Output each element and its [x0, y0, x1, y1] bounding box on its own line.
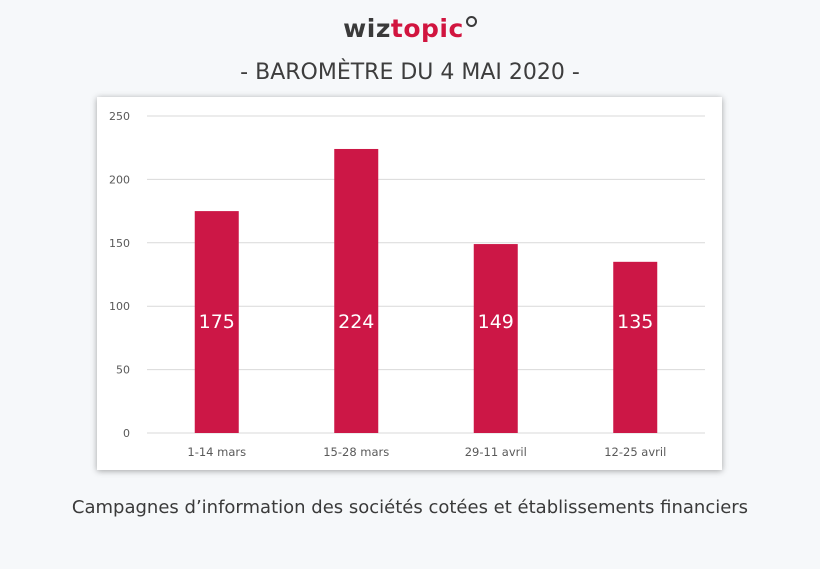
logo-text-topic: topic: [390, 14, 464, 43]
bar: [194, 211, 239, 433]
y-tick-label: 200: [109, 173, 130, 186]
y-tick-label: 50: [116, 364, 130, 377]
bar-data-label: 135: [617, 311, 653, 333]
bar-data-label: 149: [478, 311, 514, 333]
chart-card: 0 50 100 150 200 250 175 1-14 mars 224 15-28 mars…: [97, 97, 722, 470]
y-tick-label: 150: [109, 237, 130, 250]
x-tick-label: 15-28 mars: [323, 445, 389, 459]
bar: [334, 148, 379, 433]
bar: [473, 244, 518, 433]
y-tick-label: 0: [123, 427, 130, 440]
logo-text-wiz: wiz: [343, 14, 391, 43]
x-tick-label: 1-14 mars: [187, 445, 246, 459]
bar-data-label: 175: [199, 311, 235, 333]
logo-ring-icon: [465, 16, 477, 27]
x-tick-label: 29-11 avril: [465, 445, 527, 459]
bar: [613, 261, 658, 433]
bar-chart: 0 50 100 150 200 250 175 1-14 mars 224 15-28 mars…: [109, 110, 705, 459]
bar-data-label: 224: [338, 311, 374, 333]
y-tick-label: 250: [109, 110, 130, 123]
page-subtitle: - BAROMÈTRE DU 4 MAI 2020 -: [240, 60, 580, 85]
wiztopic-logo: wiztopic: [0, 14, 820, 43]
x-tick-label: 12-25 avril: [604, 445, 666, 459]
chart-caption: Campagnes d’information des sociétés cot…: [71, 497, 749, 518]
y-tick-label: 100: [109, 300, 130, 313]
